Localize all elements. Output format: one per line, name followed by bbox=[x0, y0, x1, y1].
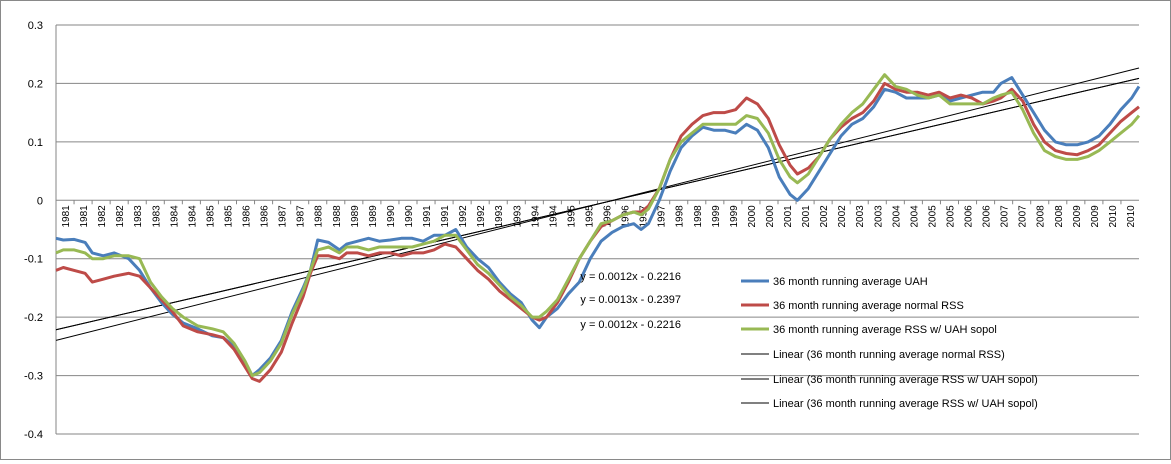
x-tick-label: 1991 bbox=[422, 205, 433, 228]
x-tick-label: 1982 bbox=[97, 205, 108, 228]
x-tick-label: 1981 bbox=[79, 205, 90, 228]
y-tick-label: 0 bbox=[37, 195, 43, 207]
x-tick-label: 2008 bbox=[1036, 205, 1047, 228]
x-tick-label: 2006 bbox=[964, 205, 975, 228]
x-tick-label: 2005 bbox=[945, 205, 956, 228]
x-tick-label: 2005 bbox=[927, 205, 938, 228]
y-tick-label: 0.3 bbox=[28, 20, 43, 32]
x-tick-label: 1996 bbox=[621, 205, 632, 228]
x-tick-label: 1983 bbox=[151, 205, 162, 228]
x-tick-label: 1991 bbox=[440, 205, 451, 228]
y-tick-label: 0.1 bbox=[28, 137, 43, 149]
x-tick-label: 2007 bbox=[1000, 205, 1011, 228]
x-tick-label: 1989 bbox=[350, 205, 361, 228]
x-tick-label: 1985 bbox=[205, 205, 216, 228]
legend-entry: 36 month running average RSS w/ UAH sopo… bbox=[773, 324, 997, 336]
legend-entry: 36 month running average normal RSS bbox=[773, 300, 964, 312]
x-tick-label: 1989 bbox=[368, 205, 379, 228]
trendline-3 bbox=[55, 77, 1140, 331]
y-tick-label: -0.4 bbox=[24, 429, 43, 441]
x-tick-label: 1997 bbox=[639, 205, 650, 228]
x-tick-label: 2008 bbox=[1054, 205, 1065, 228]
x-tick-label: 2001 bbox=[783, 205, 794, 228]
trendline-equation: y = 0.0012x - 0.2216 bbox=[580, 319, 681, 331]
y-tick-label: -0.1 bbox=[24, 254, 43, 266]
x-tick-label: 1990 bbox=[386, 205, 397, 228]
x-tick-label: 1999 bbox=[711, 205, 722, 228]
x-tick-label: 1995 bbox=[584, 205, 595, 228]
y-tick-label: -0.3 bbox=[24, 371, 43, 383]
legend-entry: Linear (36 month running average normal … bbox=[773, 349, 1005, 361]
x-tick-label: 2001 bbox=[801, 205, 812, 228]
x-tick-label: 1988 bbox=[314, 205, 325, 228]
x-tick-label: 1984 bbox=[187, 205, 198, 228]
x-tick-label: 1992 bbox=[458, 205, 469, 228]
x-tick-label: 2010 bbox=[1126, 205, 1137, 228]
y-tick-label: 0.2 bbox=[28, 78, 43, 90]
x-tick-label: 2004 bbox=[909, 205, 920, 228]
x-tick-label: 1987 bbox=[278, 205, 289, 228]
series-lines bbox=[55, 73, 1141, 383]
x-tick-label: 2002 bbox=[819, 205, 830, 228]
x-tick-label: 1988 bbox=[332, 205, 343, 228]
x-tick-label: 1990 bbox=[404, 205, 415, 228]
x-tick-label: 1997 bbox=[657, 205, 668, 228]
x-tick-label: 1994 bbox=[530, 205, 541, 228]
x-tick-label: 2004 bbox=[891, 205, 902, 228]
x-tick-label: 1994 bbox=[548, 205, 559, 228]
x-tick-label: 1995 bbox=[566, 205, 577, 228]
gridlines bbox=[56, 24, 1139, 435]
series-line-2 bbox=[55, 81, 1140, 383]
x-tick-label: 2000 bbox=[765, 205, 776, 228]
x-tick-label: 1985 bbox=[223, 205, 234, 228]
x-tick-label: 2002 bbox=[837, 205, 848, 228]
x-tick-label: 2009 bbox=[1090, 205, 1101, 228]
x-tick-label: 1986 bbox=[260, 205, 271, 228]
axes: -0.4 -0.3 -0.2 -0.1 0 0.1 0.2 0.3 1981 1981 1982 19… bbox=[24, 20, 1139, 441]
x-tick-label: 1983 bbox=[133, 205, 144, 228]
x-tick-label: 1998 bbox=[675, 205, 686, 228]
legend-entry: Linear (36 month running average RSS w/ … bbox=[773, 398, 1038, 410]
x-tick-label: 2003 bbox=[873, 205, 884, 228]
x-tick-label: 1984 bbox=[169, 205, 180, 228]
x-tick-label: 1996 bbox=[603, 205, 614, 228]
x-tick-label: 1993 bbox=[494, 205, 505, 228]
legend: y = 0.0012x - 0.2216 y = 0.0013x - 0.2397… bbox=[580, 271, 1037, 410]
x-tick-label: 1999 bbox=[729, 205, 740, 228]
x-tick-label: 1981 bbox=[61, 205, 72, 228]
x-tick-label: 1982 bbox=[115, 205, 126, 228]
series-line-3 bbox=[55, 73, 1141, 378]
x-tick-label: 2006 bbox=[982, 205, 993, 228]
x-tick-label: 1993 bbox=[512, 205, 523, 228]
legend-entry: 36 month running average UAH bbox=[773, 276, 928, 288]
trendline-equation: y = 0.0012x - 0.2216 bbox=[580, 271, 681, 283]
x-tick-label: 1986 bbox=[242, 205, 253, 228]
x-tick-label: 2009 bbox=[1072, 205, 1083, 228]
legend-entry: Linear (36 month running average RSS w/ … bbox=[773, 374, 1038, 386]
x-tick-label: 2010 bbox=[1108, 205, 1119, 228]
x-tick-label: 2003 bbox=[855, 205, 866, 228]
x-tick-label: 2000 bbox=[747, 205, 758, 228]
x-tick-label: 1992 bbox=[476, 205, 487, 228]
x-tick-label: 2007 bbox=[1018, 205, 1029, 228]
x-tick-label: 1987 bbox=[296, 205, 307, 228]
x-tick-label: 1998 bbox=[693, 205, 704, 228]
trendline-equation: y = 0.0013x - 0.2397 bbox=[580, 294, 681, 306]
trendlines bbox=[55, 67, 1140, 341]
y-tick-label: -0.2 bbox=[24, 312, 43, 324]
